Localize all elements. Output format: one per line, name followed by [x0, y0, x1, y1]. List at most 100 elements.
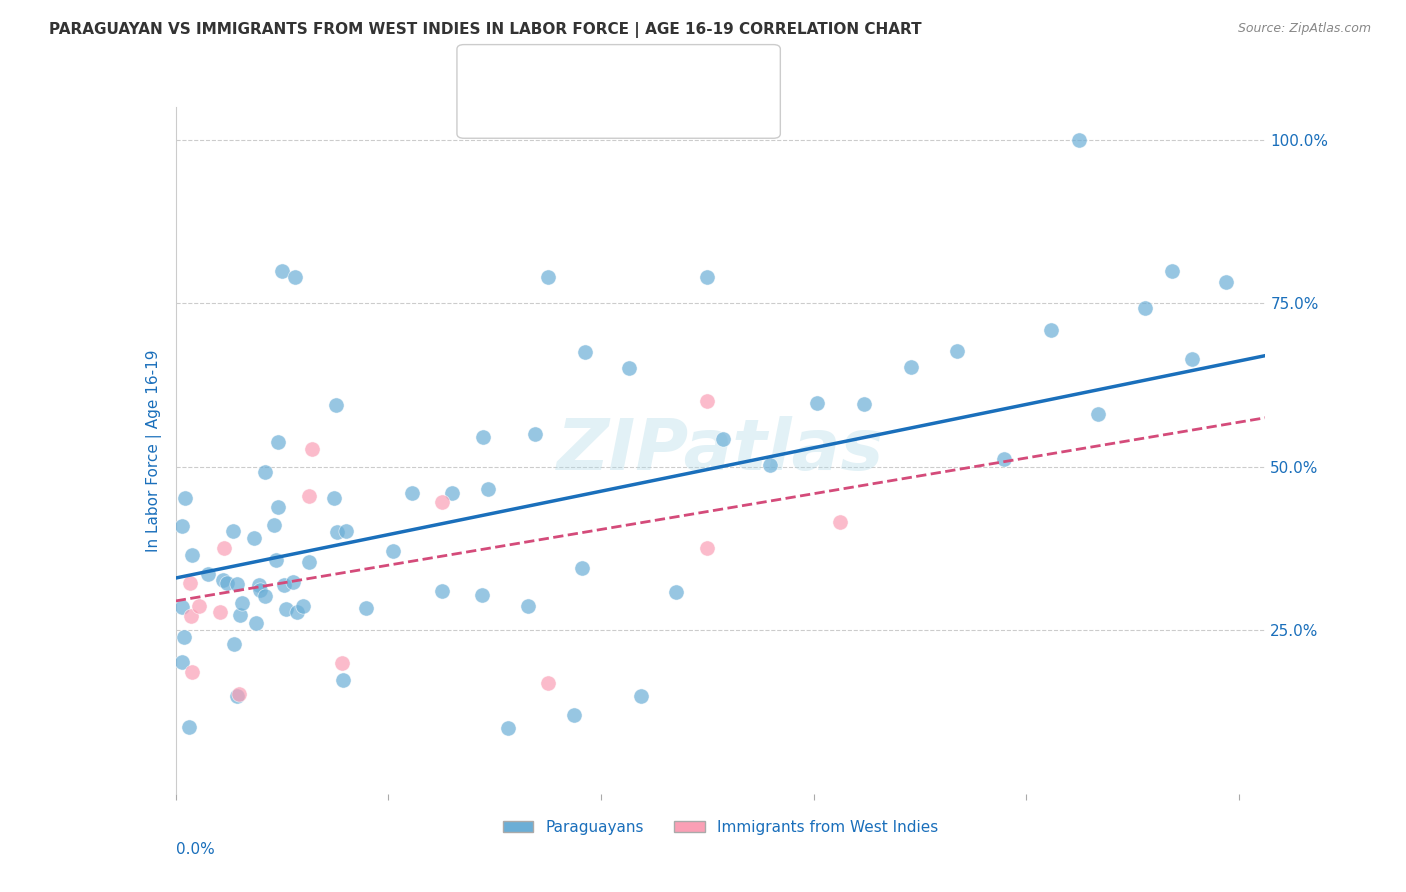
Point [253, 466, 276, 480]
Text: Source: ZipAtlas.com: Source: ZipAtlas.com [1237, 22, 1371, 36]
Point [496, 722, 519, 736]
Point [172, 599, 194, 614]
Point [354, 600, 377, 615]
Point [430, 583, 453, 598]
Point [179, 720, 201, 734]
Point [524, 426, 547, 441]
Point [298, 489, 321, 503]
Point [243, 531, 266, 545]
Text: R =: R = [502, 89, 536, 103]
Point [332, 657, 354, 671]
Point [696, 270, 718, 285]
Point [281, 575, 304, 590]
Point [249, 582, 271, 597]
Point [1069, 133, 1091, 147]
Point [401, 485, 423, 500]
Point [217, 575, 239, 590]
Point [381, 544, 404, 558]
Point [332, 673, 354, 688]
Point [209, 605, 232, 619]
Point [1215, 276, 1237, 290]
Point [273, 578, 295, 592]
Point [696, 541, 718, 555]
Text: 0.356: 0.356 [533, 89, 581, 103]
Point [564, 708, 586, 723]
Point [225, 576, 247, 591]
Point [287, 605, 309, 619]
Point [172, 519, 194, 533]
Point [1040, 323, 1063, 337]
Point [266, 553, 288, 567]
Point [440, 486, 463, 500]
Point [517, 599, 540, 613]
Point [571, 561, 593, 575]
Point [174, 491, 197, 505]
Point [226, 689, 249, 703]
Point [245, 615, 267, 630]
Point [472, 430, 495, 444]
Text: N =: N = [586, 49, 620, 63]
Point [711, 432, 734, 446]
Point [221, 524, 243, 539]
Point [430, 495, 453, 509]
Text: N =: N = [586, 89, 620, 103]
Point [254, 589, 277, 603]
Text: 15: 15 [617, 89, 638, 103]
Point [267, 500, 290, 514]
Text: PARAGUAYAN VS IMMIGRANTS FROM WEST INDIES IN LABOR FORCE | AGE 16-19 CORRELATION: PARAGUAYAN VS IMMIGRANTS FROM WEST INDIE… [49, 22, 922, 38]
Point [291, 599, 314, 613]
Point [181, 548, 204, 562]
Point [335, 524, 357, 539]
Point [231, 595, 253, 609]
Legend: Paraguayans, Immigrants from West Indies: Paraguayans, Immigrants from West Indies [496, 814, 945, 841]
Point [900, 360, 922, 375]
Point [806, 396, 828, 410]
Point [946, 343, 969, 358]
Point [1181, 352, 1204, 367]
Point [630, 689, 652, 703]
Point [326, 525, 349, 540]
Text: 0.359: 0.359 [533, 49, 581, 63]
Point [325, 399, 347, 413]
Point [993, 451, 1015, 466]
Point [267, 434, 290, 449]
Point [617, 360, 640, 375]
Point [696, 394, 718, 409]
Point [323, 491, 346, 505]
Point [180, 609, 202, 624]
Point [1133, 301, 1156, 316]
Point [179, 575, 201, 590]
Point [852, 397, 875, 411]
Point [172, 655, 194, 669]
Point [249, 578, 271, 592]
Point [188, 599, 211, 614]
Point [1087, 407, 1109, 421]
Point [229, 608, 252, 623]
Text: ZIPatlas: ZIPatlas [557, 416, 884, 485]
Point [537, 675, 560, 690]
Point [197, 566, 219, 581]
Point [228, 687, 250, 701]
Point [212, 573, 235, 587]
Point [214, 541, 236, 556]
Point [537, 270, 560, 285]
Point [274, 602, 297, 616]
Point [1161, 263, 1184, 277]
Point [173, 631, 195, 645]
Point [298, 555, 321, 569]
Point [224, 637, 246, 651]
Point [477, 482, 499, 496]
Point [301, 442, 323, 456]
Point [830, 515, 852, 529]
Point [181, 665, 204, 680]
Point [574, 344, 596, 359]
Y-axis label: In Labor Force | Age 16-19: In Labor Force | Age 16-19 [146, 349, 162, 552]
Point [759, 458, 782, 472]
Point [271, 263, 294, 277]
Point [263, 518, 285, 533]
Point [471, 588, 494, 602]
Text: 0.0%: 0.0% [176, 842, 215, 857]
Point [665, 584, 688, 599]
Text: R =: R = [502, 49, 536, 63]
Text: 63: 63 [617, 49, 638, 63]
